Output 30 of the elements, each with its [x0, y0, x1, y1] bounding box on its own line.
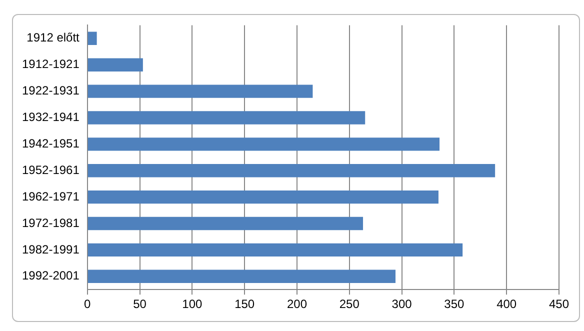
y-tick-label: 1992-2001: [22, 268, 80, 283]
x-tick-label: 450: [548, 297, 570, 312]
bar: [88, 164, 496, 178]
x-tick-label: 250: [339, 297, 360, 312]
y-tick-label: 1912-1921: [22, 57, 80, 72]
bar: [88, 190, 438, 204]
x-tick-label: 200: [286, 297, 308, 312]
y-tick-label: 1942-1951: [22, 136, 80, 150]
y-tick-label: 1912 előtt: [26, 30, 80, 45]
bar: [88, 138, 440, 151]
bar: [88, 58, 143, 72]
bar: [88, 32, 97, 46]
x-tick-label: 0: [84, 297, 92, 312]
y-tick-label: 1952-1961: [22, 162, 80, 177]
bar: [88, 270, 396, 283]
bar: [88, 216, 364, 230]
x-tick-label: 400: [496, 297, 517, 312]
x-tick-label: 150: [234, 297, 255, 312]
x-tick-label: 300: [392, 297, 412, 312]
y-tick-label: 1922-1931: [22, 84, 80, 98]
y-tick-label: 1962-1971: [22, 189, 80, 204]
y-tick-label: 1932-1941: [22, 110, 80, 124]
y-tick-label: 1982-1991: [22, 242, 80, 256]
bar: [88, 111, 366, 124]
x-tick-label: 100: [182, 297, 203, 312]
bar: [88, 243, 463, 257]
x-tick-label: 350: [444, 297, 465, 312]
x-tick-label: 50: [133, 297, 147, 312]
y-tick-label: 1972-1981: [22, 216, 80, 230]
bar: [88, 84, 313, 98]
